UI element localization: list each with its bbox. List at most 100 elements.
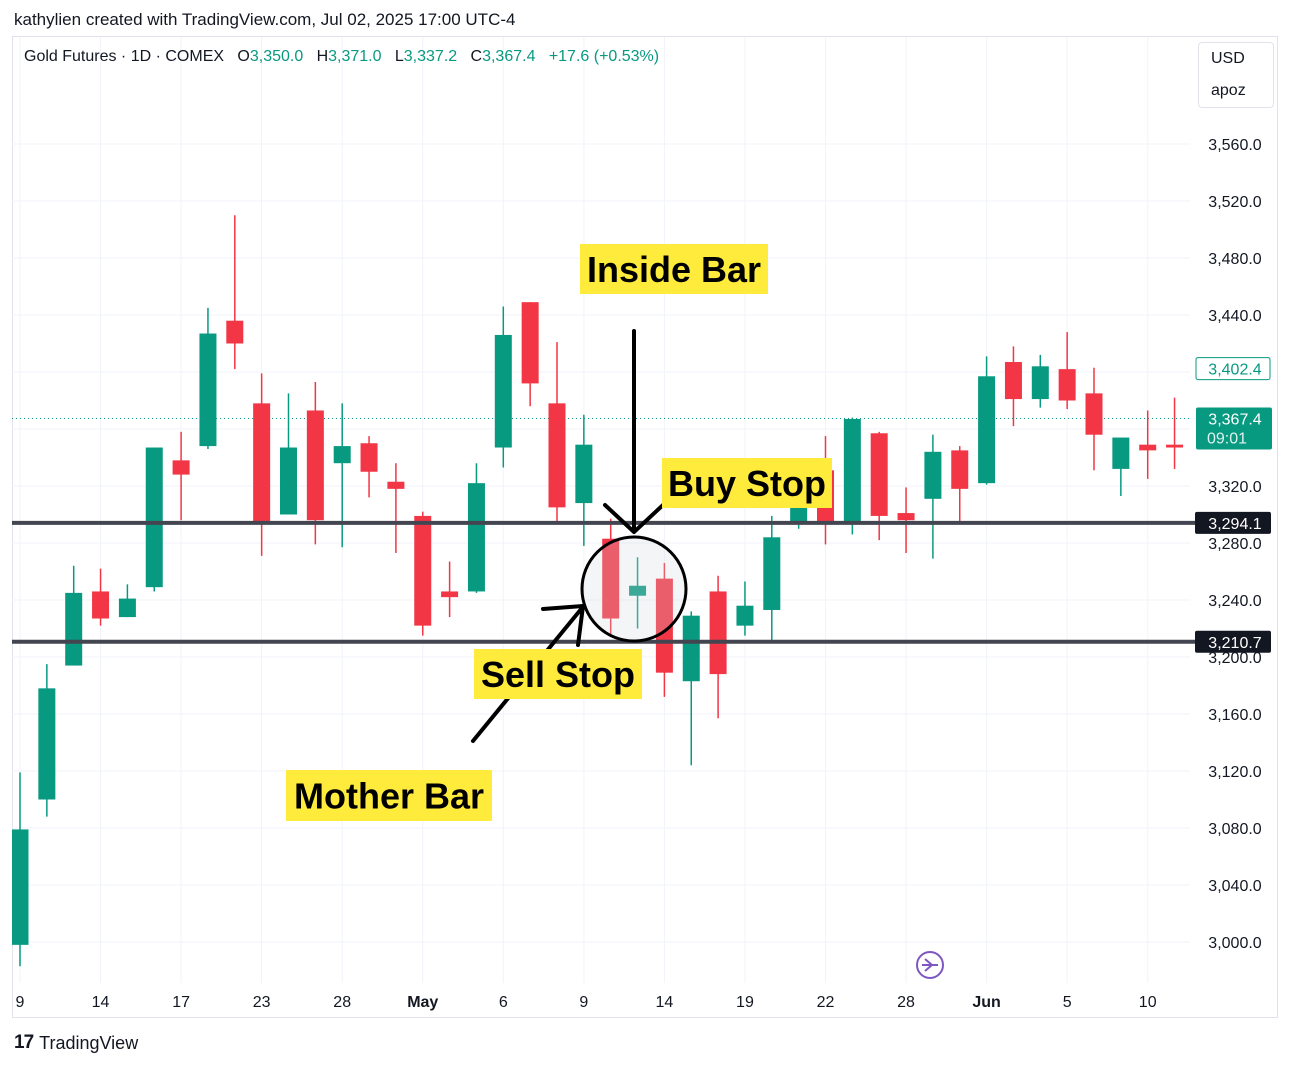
candle[interactable] bbox=[1031, 354, 1049, 408]
candle-body bbox=[1112, 437, 1130, 469]
x-tick-label: 17 bbox=[172, 994, 190, 1011]
candle-body bbox=[145, 447, 163, 588]
candle-body bbox=[897, 513, 915, 521]
candle[interactable] bbox=[38, 664, 56, 817]
high-value: 3,371.0 bbox=[328, 48, 382, 65]
candle[interactable] bbox=[1166, 397, 1184, 469]
tradingview-footer: 17 TradingView bbox=[14, 1032, 138, 1054]
candle[interactable] bbox=[951, 446, 969, 522]
candle-body bbox=[521, 302, 539, 384]
candle[interactable] bbox=[978, 356, 996, 485]
candle[interactable] bbox=[1058, 332, 1076, 410]
annotation-label: Mother Bar bbox=[294, 776, 484, 817]
candle[interactable] bbox=[441, 561, 459, 618]
symbol-label[interactable]: Gold Futures · 1D · COMEX bbox=[24, 48, 225, 65]
candle[interactable] bbox=[1085, 367, 1103, 471]
candle[interactable] bbox=[306, 381, 324, 545]
candle[interactable] bbox=[414, 511, 432, 636]
candle-body bbox=[1004, 362, 1022, 400]
candle-body bbox=[763, 537, 781, 610]
candle[interactable] bbox=[118, 584, 136, 618]
candle-body bbox=[38, 688, 56, 800]
candle[interactable] bbox=[360, 436, 378, 498]
x-tick-label: May bbox=[407, 994, 438, 1011]
chart-credit: kathylien created with TradingView.com, … bbox=[14, 10, 516, 29]
candle[interactable] bbox=[280, 393, 297, 515]
candle-body bbox=[978, 376, 996, 484]
candle[interactable] bbox=[172, 431, 190, 521]
annotation-label: Sell Stop bbox=[481, 654, 635, 695]
unit-label[interactable]: apoz bbox=[1211, 82, 1246, 99]
annotation-box bbox=[286, 770, 492, 821]
candle-body bbox=[1058, 369, 1076, 401]
annotation-box bbox=[662, 458, 832, 508]
candle-body bbox=[306, 410, 324, 521]
level-price-tag bbox=[1195, 630, 1271, 653]
candle[interactable] bbox=[253, 373, 271, 556]
candle[interactable] bbox=[1112, 437, 1130, 496]
y-tick-label: 3,040.0 bbox=[1208, 878, 1261, 895]
candle[interactable] bbox=[65, 565, 83, 666]
y-tick-label: 3,480.0 bbox=[1208, 251, 1261, 268]
candle-body bbox=[843, 419, 861, 524]
candle[interactable] bbox=[843, 417, 861, 535]
candle[interactable] bbox=[682, 611, 700, 766]
y-tick-label: 3,520.0 bbox=[1208, 194, 1261, 211]
candle[interactable] bbox=[548, 342, 566, 522]
candle-body bbox=[951, 450, 969, 489]
current-price-label: 3,402.4 bbox=[1208, 362, 1261, 379]
candle-body bbox=[414, 515, 432, 626]
x-tick-label: 23 bbox=[253, 994, 271, 1011]
candle[interactable] bbox=[467, 463, 485, 593]
x-tick-label: 14 bbox=[92, 994, 110, 1011]
candle[interactable] bbox=[629, 557, 647, 629]
candle[interactable] bbox=[924, 434, 942, 559]
x-tick-label: 5 bbox=[1063, 994, 1072, 1011]
candle[interactable] bbox=[199, 307, 217, 449]
last-price-label: 3,367.4 bbox=[1208, 411, 1261, 428]
x-tick-label: 6 bbox=[499, 994, 508, 1011]
candle-body bbox=[548, 403, 566, 508]
x-tick-label: 9 bbox=[579, 994, 588, 1011]
candle-body bbox=[280, 447, 297, 515]
candle-body bbox=[333, 446, 351, 464]
candle[interactable] bbox=[1139, 410, 1157, 479]
candle[interactable] bbox=[763, 515, 781, 643]
ohlc-legend: Gold Futures · 1D · COMEX O3,350.0 H3,37… bbox=[24, 48, 659, 66]
y-tick-label: 3,080.0 bbox=[1208, 821, 1261, 838]
high-label: H bbox=[316, 48, 329, 65]
candle[interactable] bbox=[333, 403, 351, 548]
candle[interactable] bbox=[602, 518, 620, 638]
x-tick-label: 9 bbox=[16, 994, 25, 1011]
candle[interactable] bbox=[575, 414, 593, 546]
candle-body bbox=[1139, 444, 1157, 451]
candle[interactable] bbox=[92, 568, 110, 626]
open-value: 3,350.0 bbox=[249, 48, 304, 65]
candle[interactable] bbox=[494, 306, 512, 468]
candle-body bbox=[1166, 444, 1184, 448]
candle-body bbox=[118, 598, 136, 618]
candle-body bbox=[1031, 366, 1049, 400]
candle[interactable] bbox=[387, 463, 405, 553]
candle-body bbox=[629, 585, 647, 596]
x-tick-label: 22 bbox=[817, 994, 835, 1011]
candle[interactable] bbox=[1004, 346, 1022, 427]
candle[interactable] bbox=[709, 575, 727, 719]
candle[interactable] bbox=[12, 772, 29, 967]
candle[interactable] bbox=[226, 215, 244, 370]
y-tick-label: 3,200.0 bbox=[1208, 650, 1261, 667]
currency-label[interactable]: USD bbox=[1211, 50, 1245, 67]
candle[interactable] bbox=[897, 487, 915, 553]
inside-bar-arrow-head bbox=[603, 503, 665, 534]
candle[interactable] bbox=[736, 581, 754, 636]
candle-body bbox=[387, 481, 405, 489]
close-value: 3,367.4 bbox=[482, 48, 536, 65]
brand-label: TradingView bbox=[39, 1032, 139, 1053]
currency-unit-box[interactable]: USD apoz bbox=[1198, 42, 1274, 108]
candle-body bbox=[12, 829, 29, 945]
candle[interactable] bbox=[145, 447, 163, 592]
candle[interactable] bbox=[521, 302, 539, 407]
current-price-tag bbox=[1195, 357, 1271, 381]
candle-body bbox=[870, 433, 888, 516]
